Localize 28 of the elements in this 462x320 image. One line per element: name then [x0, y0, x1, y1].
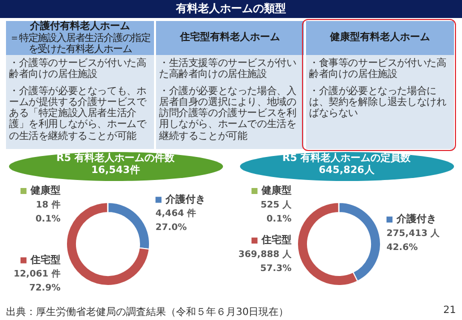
text: ・食事等のサービスが付いた高齢者向けの居住施設 — [309, 58, 448, 81]
data-label: 12,061 件 72.9% — [14, 268, 60, 294]
legend-label: 介護付き — [396, 213, 436, 226]
legend-label: 住宅型 — [30, 254, 60, 266]
text: ＝特定施設入居者生活介護の指定を受けた有料老人ホーム — [8, 33, 152, 55]
text: ・介護が必要となった場合には、契約を解除し退去しなければならない — [309, 86, 448, 120]
text: ・生活支援等のサービスが付いた高齢者向けの居住施設 — [159, 58, 298, 81]
text: 住宅型有料老人ホーム — [180, 32, 280, 44]
text: 介護付有料老人ホーム — [30, 21, 130, 32]
data-label: 4,464 件 27.0% — [156, 208, 196, 234]
legend-label: 健康型 — [260, 184, 292, 197]
data-label: 369,888 人 57.3% — [238, 248, 292, 274]
text: ・介護等が必要となっても、ホームが提供する介護サービスである「特定施設入居者生活介護」を利用しながら、ホームでの生活を継続することが可能 — [9, 86, 148, 142]
legend-label: 住宅型 — [260, 234, 292, 246]
chart-title: R5 有料老人ホームの件数 — [55, 153, 176, 164]
data-label: 275,413 人 42.6% — [386, 228, 441, 253]
text: ・介護が必要となった場合、入居者自身の選択により、地域の訪問介護等の介護サービスを利用しながら、ホームでの生活を継続することが可能 — [159, 86, 298, 142]
chart-subtitle: 16,543件 — [90, 165, 141, 177]
legend-label: 健康型 — [30, 184, 60, 197]
data-label: 525 人 0.1% — [260, 199, 292, 224]
text: 有料老人ホームの類型 — [0, 0, 462, 18]
text: ・介護等のサービスが付いた高齢者向けの居住施設 — [9, 58, 148, 81]
text: 21 — [443, 305, 456, 318]
source-note: 出典：厚生労働省老健局の調査結果（令和５年６月30日現在） — [6, 306, 289, 319]
chart-subtitle: 645,826人 — [318, 165, 376, 177]
text: 健康型有料老人ホーム — [330, 32, 430, 44]
data-label: 18 件 0.1% — [36, 199, 60, 224]
legend-label: 介護付き — [164, 193, 206, 206]
